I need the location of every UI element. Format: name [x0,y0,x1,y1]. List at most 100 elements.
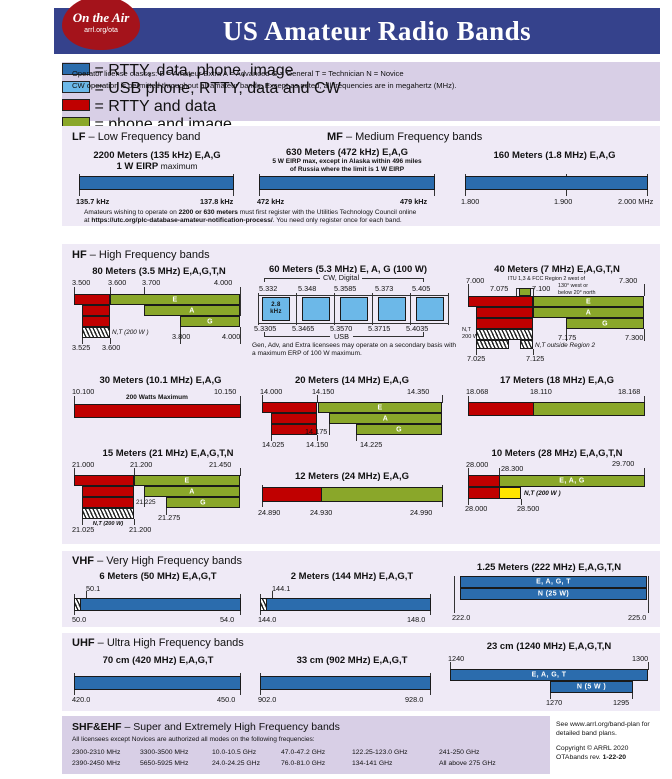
tick-2: 18.110 [530,387,552,396]
band-title: 2 Meters (144 MHz) E,A,G,T [290,571,414,582]
bar-green-a: A [533,307,644,318]
bar-cw-outside-2 [520,340,533,349]
band-note: Gen, Adv, and Extra licensees may operat… [252,342,457,358]
page-header: US Amateur Radio Bands [54,8,660,54]
tick-right: 54.0 [220,615,235,624]
bar-cw-outside-1 [476,340,509,349]
tick-top-1: 5.332 [259,284,278,293]
band-subtitle: 1 W EIRP maximum [116,161,198,172]
tick-2: 1.900 [554,197,573,206]
tick-bot-2: 5.3465 [292,324,315,333]
tick-right: 10.150 [214,387,237,396]
section-title-shf: SHF&EHF – Super and Extremely High Frequ… [72,721,340,733]
bar-green-a: A [329,413,442,424]
tick-bot-3: 3.800 [172,332,191,341]
bar-green-notch [519,288,531,296]
tick-right: 928.0 [405,695,424,704]
tick-bot-3: 5.3570 [330,324,353,333]
tick-top-4: 5.373 [375,284,394,293]
tick-right: 225.0 [628,613,647,622]
footer-intro: All licensees except Novices are authori… [72,736,315,743]
section-title-uhf: UHF – Ultra High Frequency bands [72,637,244,649]
bar-green-g: G [180,316,240,327]
channel-4 [378,297,406,321]
band-plan-link[interactable]: See www.arrl.org/band-plan for detailed … [556,721,650,737]
legend-label: = RTTY, data, phone, image [94,62,294,79]
row-label: E [377,404,383,411]
tick-right: 479 kHz [400,197,428,206]
badge-line1: On the Air [72,9,130,25]
tick-bot-1: 3.525 [72,343,91,352]
band-subtitle-l1: 5 W EIRP max, except in Alaska within 49… [272,158,422,165]
bar-green-e: E [134,475,240,486]
bar-red-g [476,318,533,329]
bar-green-e: E [318,402,442,413]
tick-3: 2.000 MHz [618,197,654,206]
row-label: G [396,426,402,433]
bar-green-g: G [166,497,240,508]
tick-bot-2: 1295 [613,698,630,707]
bar-blue-eagt: E, A, G, T [460,576,647,588]
cw-digital-label: CW, Digital [320,273,363,282]
tick-3: 18.168 [618,387,641,396]
band-title: 12 Meters (24 MHz) E,A,G [294,471,410,482]
bar-blue [74,676,241,690]
legend-item-rtty-data-phone-image: = RTTY, data, phone, image [62,62,660,80]
row-label: E [184,477,190,484]
row-label: N (5 W ) [576,683,607,691]
band-title: 23 cm (1240 MHz) E,A,G,T,N [486,641,612,652]
bar-cw-novice [82,327,110,338]
section-title-hf: HF – High Frequency bands [72,249,210,261]
tick-2: 24.930 [310,508,333,517]
tick-right: 148.0 [407,615,426,624]
tick-1: 24.890 [258,508,281,517]
tick-left: 222.0 [452,613,471,622]
bar-green [533,402,645,416]
bar-blue-novice: N (25 W) [460,588,647,600]
tick-top-3: 5.3585 [334,284,357,293]
tick-bot-1: 5.3305 [254,324,277,333]
band-title: 10 Meters (28 MHz) E,A,G,T,N [491,448,623,459]
footer-col-5: 122.25-123.0 GHz 134-141 GHz [352,749,408,767]
section-title-mf: MF – Medium Frequency bands [327,131,483,143]
tick-top-3: 7.100 [532,284,551,293]
on-the-air-badge[interactable]: On the Air arrl.org/ota [62,0,140,50]
tick-3: 24.990 [410,508,433,517]
band-title: 17 Meters (18 MHz) E,A,G [499,375,615,386]
bar-green-a: A [144,305,240,316]
tick-right: 137.8 kHz [200,197,234,206]
band-title: 6 Meters (50 MHz) E,A,G,T [99,571,217,582]
tick-bot-1: 7.025 [467,354,486,363]
bar-red-g [271,424,317,435]
row-label: A [382,415,389,422]
bar-green: E, A, G [499,475,645,487]
tick-bot-1: 14.025 [262,440,285,449]
tick-1: 18.068 [466,387,489,396]
bar-red-e [468,296,533,307]
tick-top-2: 14.150 [312,387,335,396]
vhf-panel: VHF – Very High Frequency bands 6 Meters… [62,551,660,627]
band-title: 30 Meters (10.1 MHz) E,A,G [99,375,222,386]
bar-blue [266,598,431,611]
tick-top-1: 7.000 [466,276,485,285]
footer-col-3: 10.0-10.5 GHz 24.0-24.25 GHz [212,749,260,767]
legend-line-1: Operator license classes: E = Amateur Ex… [72,69,404,78]
row-label: A [585,309,592,316]
tick-bot-2: 21.200 [129,525,152,534]
bar-cw-region2 [476,329,533,340]
tick-bot-3: 7.175 [558,333,577,342]
band-title: 40 Meters (7 MHz) E,A,G,T,N [494,264,620,275]
tick-bot-4: 4.000 [222,332,241,341]
itu-note-l3: below 20° north [558,290,596,296]
tick-bot-2: 14.150 [306,440,329,449]
tick-top-5: 5.405 [412,284,431,293]
novice-label: N,T (200 W ) [524,490,561,497]
band-title: 70 cm (420 MHz) E,A,G,T [102,655,214,666]
itu-note-l1: ITU 1,3 & FCC Region 2 west of [508,276,585,282]
row-label: G [207,318,213,325]
legend-label: = RTTY and data [94,98,217,115]
band-title: 630 Meters (472 kHz) E,A,G [286,147,408,158]
tick-top-3: 21.450 [209,460,232,469]
bar-green-e: E [533,296,644,307]
row-label: E [172,296,178,303]
